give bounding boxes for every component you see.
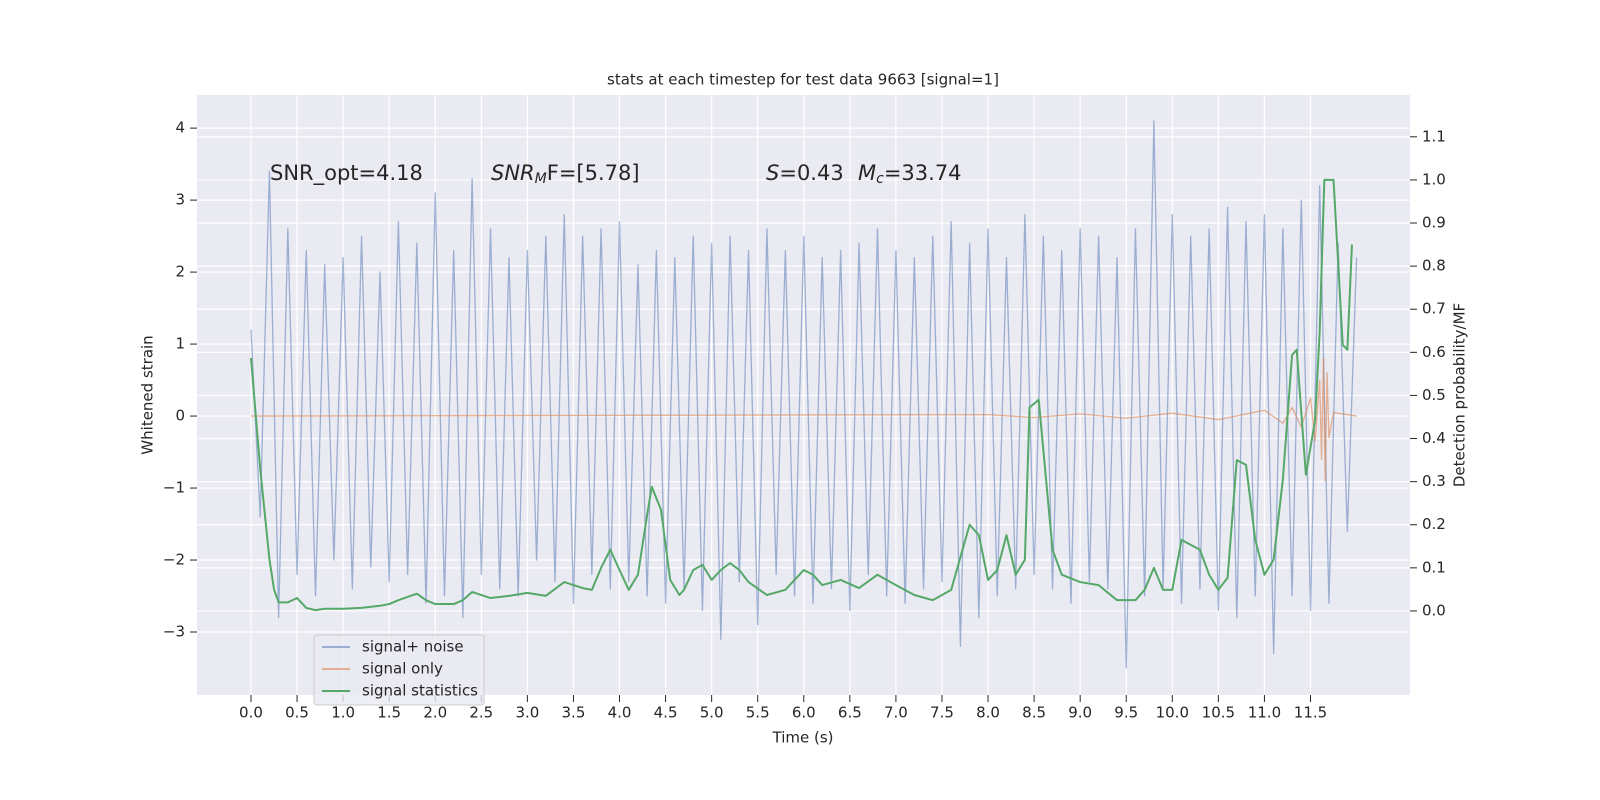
annotation-part: SNR xyxy=(491,161,535,185)
x-axis-label: Time (s) xyxy=(772,729,834,747)
annotation-part: M xyxy=(858,161,876,185)
legend-label: signal+ noise xyxy=(362,638,464,656)
y2-tick-label: 1.1 xyxy=(1422,127,1446,145)
annotation: SNR_opt=4.18 xyxy=(270,161,423,186)
x-tick-label: 5.0 xyxy=(700,704,724,722)
y-tick-label: −1 xyxy=(163,479,185,497)
x-tick-label: 9.0 xyxy=(1068,704,1092,722)
x-tick-label: 11.0 xyxy=(1248,704,1281,722)
x-tick-label: 7.5 xyxy=(930,704,954,722)
y-tick-label: −3 xyxy=(163,623,185,641)
x-tick-label: 3.5 xyxy=(562,704,586,722)
y2-tick-label: 0.6 xyxy=(1422,343,1446,361)
y2-tick-label: 0.2 xyxy=(1422,515,1446,533)
legend-label: signal statistics xyxy=(362,682,478,700)
x-tick-label: 4.5 xyxy=(654,704,678,722)
annotation-part: c xyxy=(876,171,884,187)
chart-title: stats at each timestep for test data 966… xyxy=(607,71,999,89)
annotation-part: =0.43 xyxy=(779,161,843,185)
y2-tick-label: 0.5 xyxy=(1422,386,1446,404)
series-line xyxy=(250,357,1357,482)
x-tick-label: 0.5 xyxy=(285,704,309,722)
y-tick-label: 0 xyxy=(175,407,185,425)
y2-tick-label: 0.0 xyxy=(1422,601,1446,619)
y-tick-label: 3 xyxy=(175,191,185,209)
annotation: S=0.43 xyxy=(766,161,844,185)
series-line xyxy=(249,178,1353,612)
x-tick-label: 10.0 xyxy=(1156,704,1189,722)
annotation-part: =33.74 xyxy=(884,161,962,185)
annotation-part: S xyxy=(766,161,779,185)
x-tick-label: 7.0 xyxy=(884,704,908,722)
annotation: SNRMF=[5.78] xyxy=(491,161,640,187)
y-tick-label: 2 xyxy=(175,263,185,281)
x-tick-label: 0.0 xyxy=(239,704,263,722)
y2-tick-label: 0.1 xyxy=(1422,558,1446,576)
y-tick-label: 4 xyxy=(175,119,185,137)
y2-tick-label: 0.9 xyxy=(1422,214,1446,232)
x-tick-label: 5.5 xyxy=(746,704,770,722)
x-tick-label: 6.5 xyxy=(838,704,862,722)
legend: signal+ noise signal only signal statistic… xyxy=(313,634,485,706)
y2-tick-label: 0.8 xyxy=(1422,257,1446,275)
x-tick-label: 1.0 xyxy=(331,704,355,722)
x-tick-label: 1.5 xyxy=(377,704,401,722)
x-tick-label: 4.0 xyxy=(608,704,632,722)
y2-tick-label: 0.3 xyxy=(1422,472,1446,490)
x-tick-label: 8.0 xyxy=(976,704,1000,722)
x-tick-label: 2.5 xyxy=(469,704,493,722)
x-tick-label: 8.5 xyxy=(1022,704,1046,722)
series-line xyxy=(250,120,1358,669)
legend-label: signal only xyxy=(362,660,443,678)
annotation-part: F=[5.78] xyxy=(547,161,640,185)
y-tick-label: 1 xyxy=(175,335,185,353)
y2-tick-label: 1.0 xyxy=(1422,170,1446,188)
x-tick-label: 11.5 xyxy=(1294,704,1327,722)
legend-box xyxy=(313,634,485,706)
annotation-part: M xyxy=(535,171,547,187)
y2-axis-label: Detection probability/MF xyxy=(1451,303,1469,487)
y2-tick-label: 0.4 xyxy=(1422,429,1446,447)
x-tick-label: 9.5 xyxy=(1114,704,1138,722)
x-tick-label: 10.5 xyxy=(1202,704,1235,722)
y-tick-label: −2 xyxy=(163,551,185,569)
annotation-part: SNR_opt=4.18 xyxy=(270,161,423,186)
x-tick-label: 3.0 xyxy=(515,704,539,722)
y-axis-label: Whitened strain xyxy=(139,335,157,454)
y2-tick-label: 0.7 xyxy=(1422,300,1446,318)
x-tick-label: 2.0 xyxy=(423,704,447,722)
annotation: Mc=33.74 xyxy=(858,161,962,187)
x-tick-label: 6.0 xyxy=(792,704,816,722)
